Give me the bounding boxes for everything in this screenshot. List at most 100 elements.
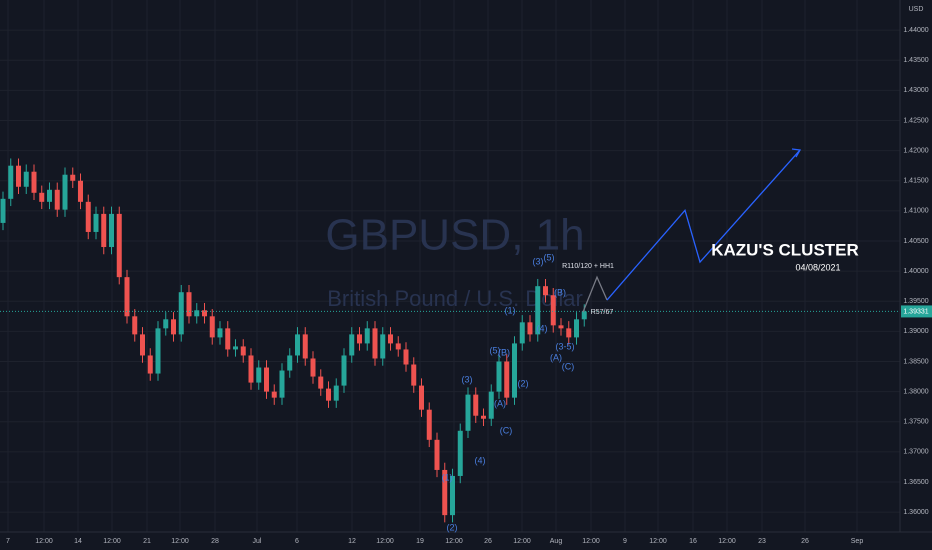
wave-label: (C) <box>562 361 575 371</box>
candle-body <box>209 316 215 338</box>
x-tick-label: 12:00 <box>718 538 736 545</box>
y-tick-label: 1.39000 <box>903 328 928 335</box>
candle-body <box>566 328 572 338</box>
candle-body <box>318 376 324 389</box>
x-tick-label: 7 <box>6 538 10 545</box>
candle-body <box>70 174 76 181</box>
x-tick-label: 12:00 <box>445 538 463 545</box>
candle-body <box>434 439 440 470</box>
headline-title: KAZU'S CLUSTER <box>711 240 859 259</box>
candle-body <box>8 165 14 199</box>
candle-body <box>574 319 579 338</box>
x-tick-label: 23 <box>758 538 766 545</box>
wave-label: (B) <box>554 287 566 297</box>
candle-body <box>256 367 262 383</box>
y-tick-label: 1.38000 <box>903 388 928 395</box>
candle-body <box>264 367 269 392</box>
candle-body <box>535 286 541 335</box>
candle-body <box>202 310 207 317</box>
candle-body <box>419 385 424 410</box>
candle-body <box>550 295 556 326</box>
candle-body <box>349 334 355 356</box>
y-tick-label: 1.38500 <box>903 358 928 365</box>
candle-body <box>163 319 169 329</box>
candle-body <box>171 319 176 335</box>
last-price-label: 1.39331 <box>903 308 928 315</box>
candle-body <box>132 316 138 335</box>
candle-body <box>225 328 231 350</box>
candle-body <box>155 328 161 374</box>
candle-body <box>233 346 238 350</box>
projection-arrowhead <box>791 148 802 158</box>
x-tick-label: 12:00 <box>649 538 667 545</box>
candle-body <box>372 328 378 359</box>
candle-body <box>109 213 114 248</box>
candle-body <box>31 171 37 193</box>
candle-body <box>465 394 471 431</box>
projection-line <box>582 275 608 313</box>
x-tick-label: 28 <box>211 538 219 545</box>
candle-body <box>426 409 432 440</box>
candle-body <box>411 364 417 386</box>
x-tick-label: 12:00 <box>582 538 600 545</box>
candle-body <box>519 322 525 344</box>
candle-body <box>473 394 479 416</box>
candle-body <box>326 388 331 401</box>
x-tick-label: 26 <box>801 538 809 545</box>
candle-body <box>395 343 401 350</box>
wave-label: (3-5) <box>555 341 574 351</box>
y-tick-label: 1.43000 <box>903 87 928 94</box>
candle-body <box>450 475 455 516</box>
wave-label: (4) <box>537 323 548 333</box>
headline-date: 04/08/2021 <box>795 262 840 272</box>
x-tick-label: Jul <box>253 538 262 545</box>
y-tick-label: 1.36000 <box>903 509 928 516</box>
x-tick-label: Sep <box>851 538 864 545</box>
y-tick-label: 1.37000 <box>903 449 928 456</box>
candle-body <box>333 385 339 401</box>
candle-body <box>543 286 548 296</box>
wave-label: (5) <box>544 252 555 262</box>
x-tick-label: Aug <box>550 538 563 545</box>
candle-body <box>388 334 393 344</box>
wave-label: (1) <box>505 305 516 315</box>
x-tick-label: 16 <box>689 538 697 545</box>
candle-body <box>240 346 246 356</box>
y-tick-label: 1.43500 <box>903 57 928 64</box>
candle-body <box>124 277 130 317</box>
x-tick-label: 12:00 <box>103 538 121 545</box>
candle-body <box>302 334 308 359</box>
candle-body <box>481 415 486 419</box>
candle-body <box>581 311 587 320</box>
candle-body <box>558 325 564 329</box>
candle-body <box>488 391 494 419</box>
candle-body <box>442 469 448 516</box>
y-tick-label: 1.39500 <box>903 298 928 305</box>
annotation: R110/120 + HH1 <box>562 263 614 270</box>
wave-label: (A) <box>550 352 562 362</box>
candle-body <box>512 343 517 398</box>
currency-label: USD <box>909 6 924 13</box>
last-price-box <box>901 305 932 318</box>
candle-body <box>93 213 99 232</box>
y-tick-label: 1.36500 <box>903 479 928 486</box>
candle-body <box>403 349 409 365</box>
y-tick-label: 1.42000 <box>903 147 928 154</box>
candle-body <box>0 198 6 223</box>
wave-label: (B) <box>498 347 510 357</box>
candle-body <box>279 370 285 398</box>
y-tick-label: 1.41500 <box>903 178 928 185</box>
candle-body <box>101 213 107 248</box>
wave-label: (C) <box>500 425 513 435</box>
candle-body <box>287 355 293 371</box>
candle-body <box>54 189 60 210</box>
wave-label: (2) <box>447 522 458 532</box>
x-tick-label: 12 <box>348 538 356 545</box>
wave-label: (2) <box>518 378 529 388</box>
candle-body <box>380 334 386 359</box>
x-tick-label: 9 <box>623 538 627 545</box>
candle-body <box>271 391 277 398</box>
candle-body <box>504 361 510 398</box>
